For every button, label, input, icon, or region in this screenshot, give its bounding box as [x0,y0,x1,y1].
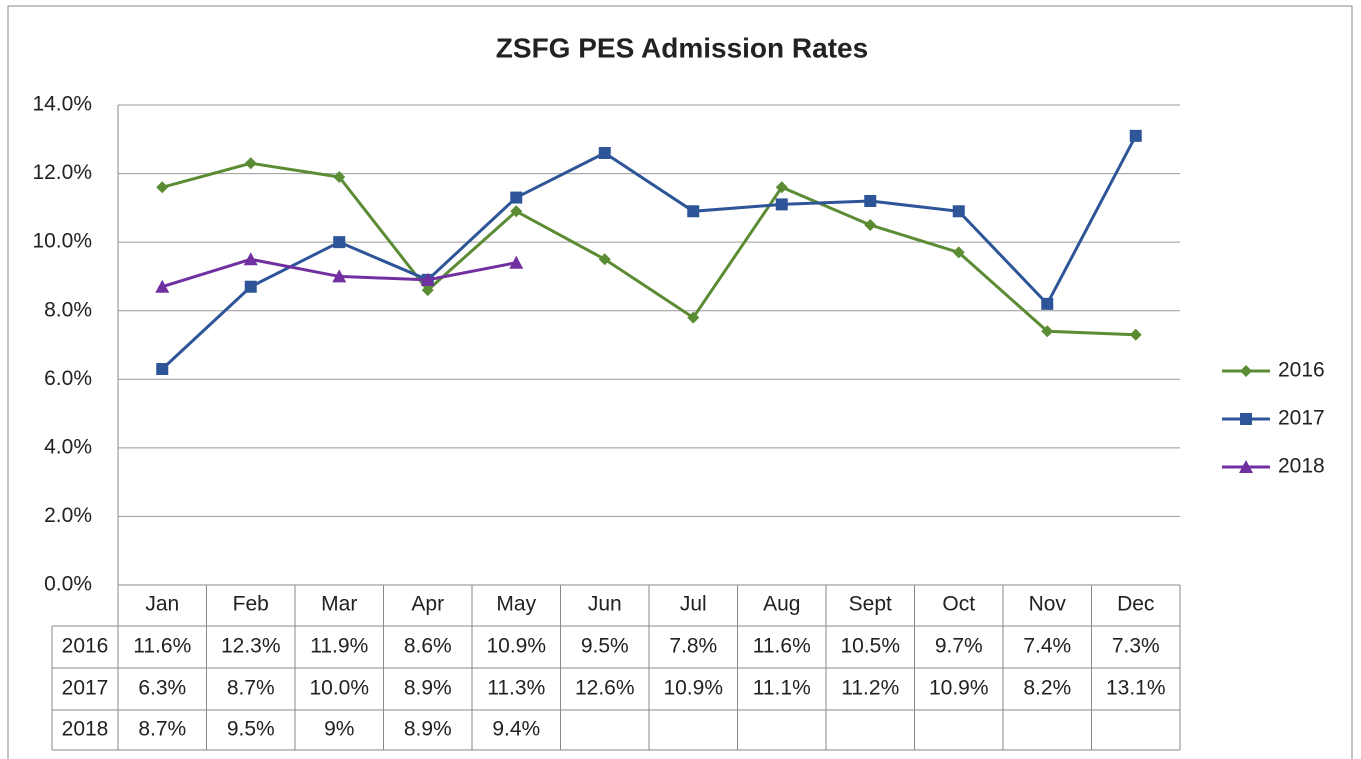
table-cell: 10.9% [486,635,546,658]
y-tick-label: 2.0% [44,504,92,527]
marker [1129,129,1142,142]
chart-frame [7,5,1353,759]
marker [775,198,788,211]
marker [155,279,170,293]
x-tick-label: Feb [233,593,269,616]
marker [1129,328,1142,341]
legend-label: 2017 [1278,407,1325,430]
table-cell: 9.5% [227,718,275,741]
table-cell: 8.7% [138,718,186,741]
table-row-label: 2018 [62,718,109,741]
marker [864,219,877,231]
x-tick-label: Sept [849,593,892,616]
table-cell: 12.6% [575,677,635,700]
x-tick-label: Oct [942,593,975,616]
marker [952,246,965,259]
x-tick-label: Jan [145,593,179,616]
marker [243,252,258,266]
y-tick-label: 0.0% [44,573,92,596]
table-cell: 11.6% [753,635,811,658]
table-cell: 10.0% [309,677,369,700]
marker [156,363,169,375]
table-cell: 10.9% [663,677,723,700]
marker [244,280,257,293]
table-cell: 8.7% [227,677,275,700]
line [161,161,1136,337]
table-cell: 8.2% [1023,677,1071,700]
y-tick-label: 14.0% [32,93,92,116]
marker [775,181,788,194]
marker [687,205,700,218]
x-tick-label: Mar [321,593,357,616]
table-cell: 9.5% [581,635,629,658]
table-cell: 10.5% [840,635,900,658]
marker [244,157,257,170]
x-tick-label: May [496,593,536,616]
table-cell: 12.3% [221,635,281,658]
table-cell: 11.6% [133,635,191,658]
legend-marker [1240,365,1252,377]
chart-title: ZSFG PES Admission Rates [496,32,868,63]
marker [333,171,346,183]
legend-marker [1239,460,1253,473]
table-cell: 11.1% [753,677,811,700]
marker [598,253,611,266]
marker [864,195,877,207]
marker [1041,297,1054,310]
marker [421,284,434,297]
table-cell: 11.3% [487,677,545,700]
legend-marker [1240,413,1252,425]
table-cell: 7.8% [669,635,717,658]
legend-label: 2018 [1278,455,1325,478]
line [161,135,1138,371]
marker [1041,325,1054,338]
table-cell: 8.9% [404,677,452,700]
marker [156,181,169,194]
table-cell: 11.9% [310,635,368,658]
x-tick-label: Jun [588,593,622,616]
marker [332,269,347,283]
table-cell: 10.9% [929,677,989,700]
x-tick-label: Apr [411,593,444,616]
table-row-label: 2016 [62,635,109,658]
y-tick-label: 4.0% [44,435,92,458]
marker [420,272,435,286]
table-cell: 8.6% [404,635,452,658]
marker [687,311,700,324]
table-cell: 9.4% [492,718,540,741]
y-tick-label: 12.0% [32,161,92,184]
marker [598,147,611,159]
table-cell: 7.4% [1023,635,1071,658]
table-cell: 9% [324,718,354,741]
x-tick-label: Nov [1029,593,1067,616]
marker [510,191,523,204]
marker [510,205,523,218]
marker [333,236,346,249]
legend-label: 2016 [1278,359,1325,382]
table-cell: 9.7% [935,635,983,658]
x-tick-label: Jul [680,593,707,616]
table-cell: 11.2% [841,677,899,700]
y-tick-label: 8.0% [44,298,92,321]
x-tick-label: Aug [763,593,800,616]
x-tick-label: Dec [1117,593,1154,616]
table-cell: 7.3% [1112,635,1160,658]
table-cell: 6.3% [138,677,186,700]
marker [509,255,524,269]
y-tick-label: 6.0% [44,367,92,390]
marker [952,205,965,218]
table-row-label: 2017 [62,677,109,700]
table-cell: 13.1% [1106,677,1166,700]
table-cell: 8.9% [404,718,452,741]
y-tick-label: 10.0% [32,230,92,253]
